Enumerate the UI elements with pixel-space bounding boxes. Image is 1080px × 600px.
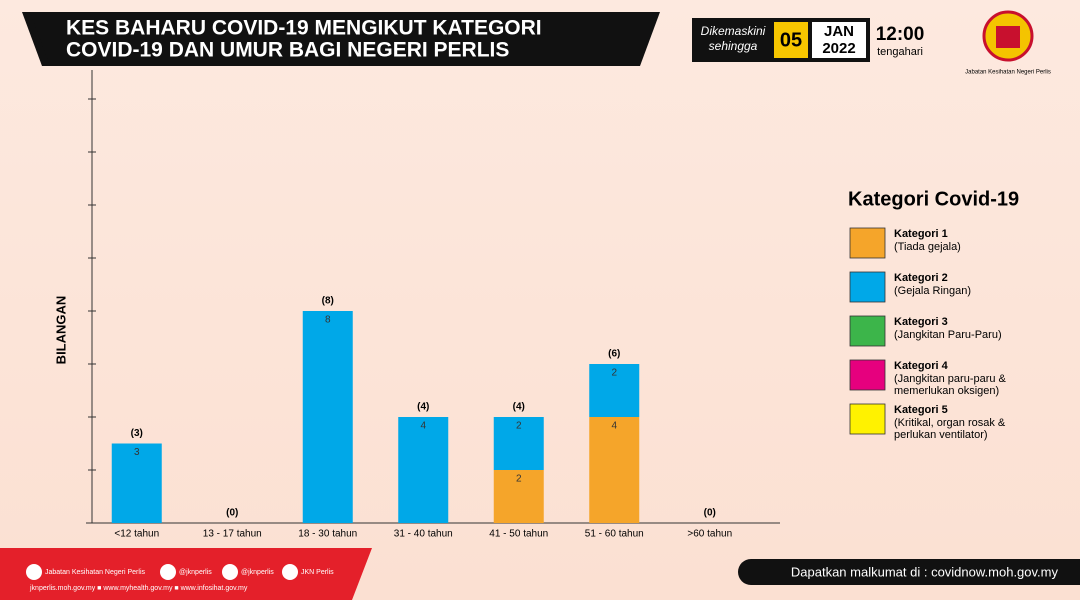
segment-label: 2: [516, 474, 522, 485]
updated-label: sehingga: [709, 39, 758, 53]
social-icon: [222, 564, 238, 580]
year: 2022: [822, 40, 855, 57]
legend-description: (Jangkitan Paru-Paru): [894, 329, 1002, 341]
total-label: (0): [226, 508, 238, 519]
legend-name: Kategori 5: [894, 404, 948, 416]
segment-label: 8: [325, 315, 331, 326]
legend-description: (Kritikal, organ rosak & perlukan ventila…: [894, 417, 1006, 441]
segment-label: 4: [611, 421, 617, 432]
legend-swatch: [849, 271, 886, 303]
x-tick-label: 31 - 40 tahun: [394, 529, 453, 540]
total-label: (6): [608, 349, 620, 360]
social-handle: JKN Perlis: [301, 569, 334, 576]
bar-segment: [493, 417, 544, 470]
bar-segment: [589, 364, 640, 417]
legend-description: (Jangkitan paru-paru & memerlukan oksigen…: [894, 373, 1007, 397]
legend-swatch: [849, 227, 886, 259]
bar-segment: [493, 470, 544, 523]
x-tick-label: 18 - 30 tahun: [298, 529, 357, 540]
social-handle: @jknperlis: [241, 569, 274, 576]
bar-segment: [398, 417, 449, 523]
websites: jknperlis.moh.gov.my ■ www.myhealth.gov.…: [29, 585, 248, 592]
source: Dapatkan malkumat di : covidnow.moh.gov.…: [791, 564, 1059, 579]
social-handle: Jabatan Kesihatan Negeri Perlis: [45, 569, 146, 576]
legend-name: Kategori 1: [894, 228, 948, 240]
month: JAN: [824, 23, 854, 40]
segment-label: 2: [516, 421, 522, 432]
legend-name: Kategori 2: [894, 272, 948, 284]
segment-label: 4: [420, 421, 426, 432]
legend-swatch: [849, 315, 886, 347]
title-banner: [28, 12, 660, 66]
social-handle: @jknperlis: [179, 569, 212, 576]
agency: Jabatan Kesihatan Negeri Perlis: [965, 70, 1051, 76]
title-accent: [22, 12, 50, 66]
updated-label: Dikemaskini: [701, 24, 766, 38]
legend-name: Kategori 3: [894, 316, 948, 328]
segment-label: 3: [134, 447, 140, 458]
title-line: COVID-19 DAN UMUR BAGI NEGERI PERLIS: [66, 39, 509, 62]
crest: [982, 10, 1034, 62]
bar-segment: [589, 417, 640, 523]
time: 12:00: [876, 24, 925, 45]
time-note: tengahari: [877, 46, 923, 58]
total-label: (0): [704, 508, 716, 519]
month-box: [812, 22, 866, 58]
x-tick-label: 51 - 60 tahun: [585, 529, 644, 540]
day: 05: [780, 29, 802, 51]
x-tick-label: 41 - 50 tahun: [489, 529, 548, 540]
social-icon: [282, 564, 298, 580]
bar-segment: [302, 311, 353, 523]
total-label: (4): [513, 402, 525, 413]
footer-banner: [0, 548, 372, 600]
title-line: KES BAHARU COVID-19 MENGIKUT KATEGORI: [66, 17, 542, 40]
legend-description: (Tiada gejala): [894, 241, 961, 253]
x-tick-label: >60 tahun: [687, 529, 732, 540]
legend-swatch: [849, 403, 886, 435]
x-tick-label: <12 tahun: [114, 529, 159, 540]
total-label: (4): [417, 402, 429, 413]
legend-title: Kategori Covid-19: [848, 188, 1019, 210]
segment-label: 2: [611, 368, 617, 379]
x-tick-label: 13 - 17 tahun: [203, 529, 262, 540]
legend-name: Kategori 4: [894, 360, 949, 372]
social-icon: [160, 564, 176, 580]
legend-description: (Gejala Ringan): [894, 285, 971, 297]
total-label: (3): [131, 428, 143, 439]
day-box: [774, 22, 808, 58]
legend-swatch: [849, 359, 886, 391]
social-icon: [26, 564, 42, 580]
y-axis-label: BILANGAN: [53, 296, 68, 365]
total-label: (8): [322, 296, 334, 307]
source-bar: [738, 559, 1080, 585]
bar-segment: [111, 443, 162, 523]
